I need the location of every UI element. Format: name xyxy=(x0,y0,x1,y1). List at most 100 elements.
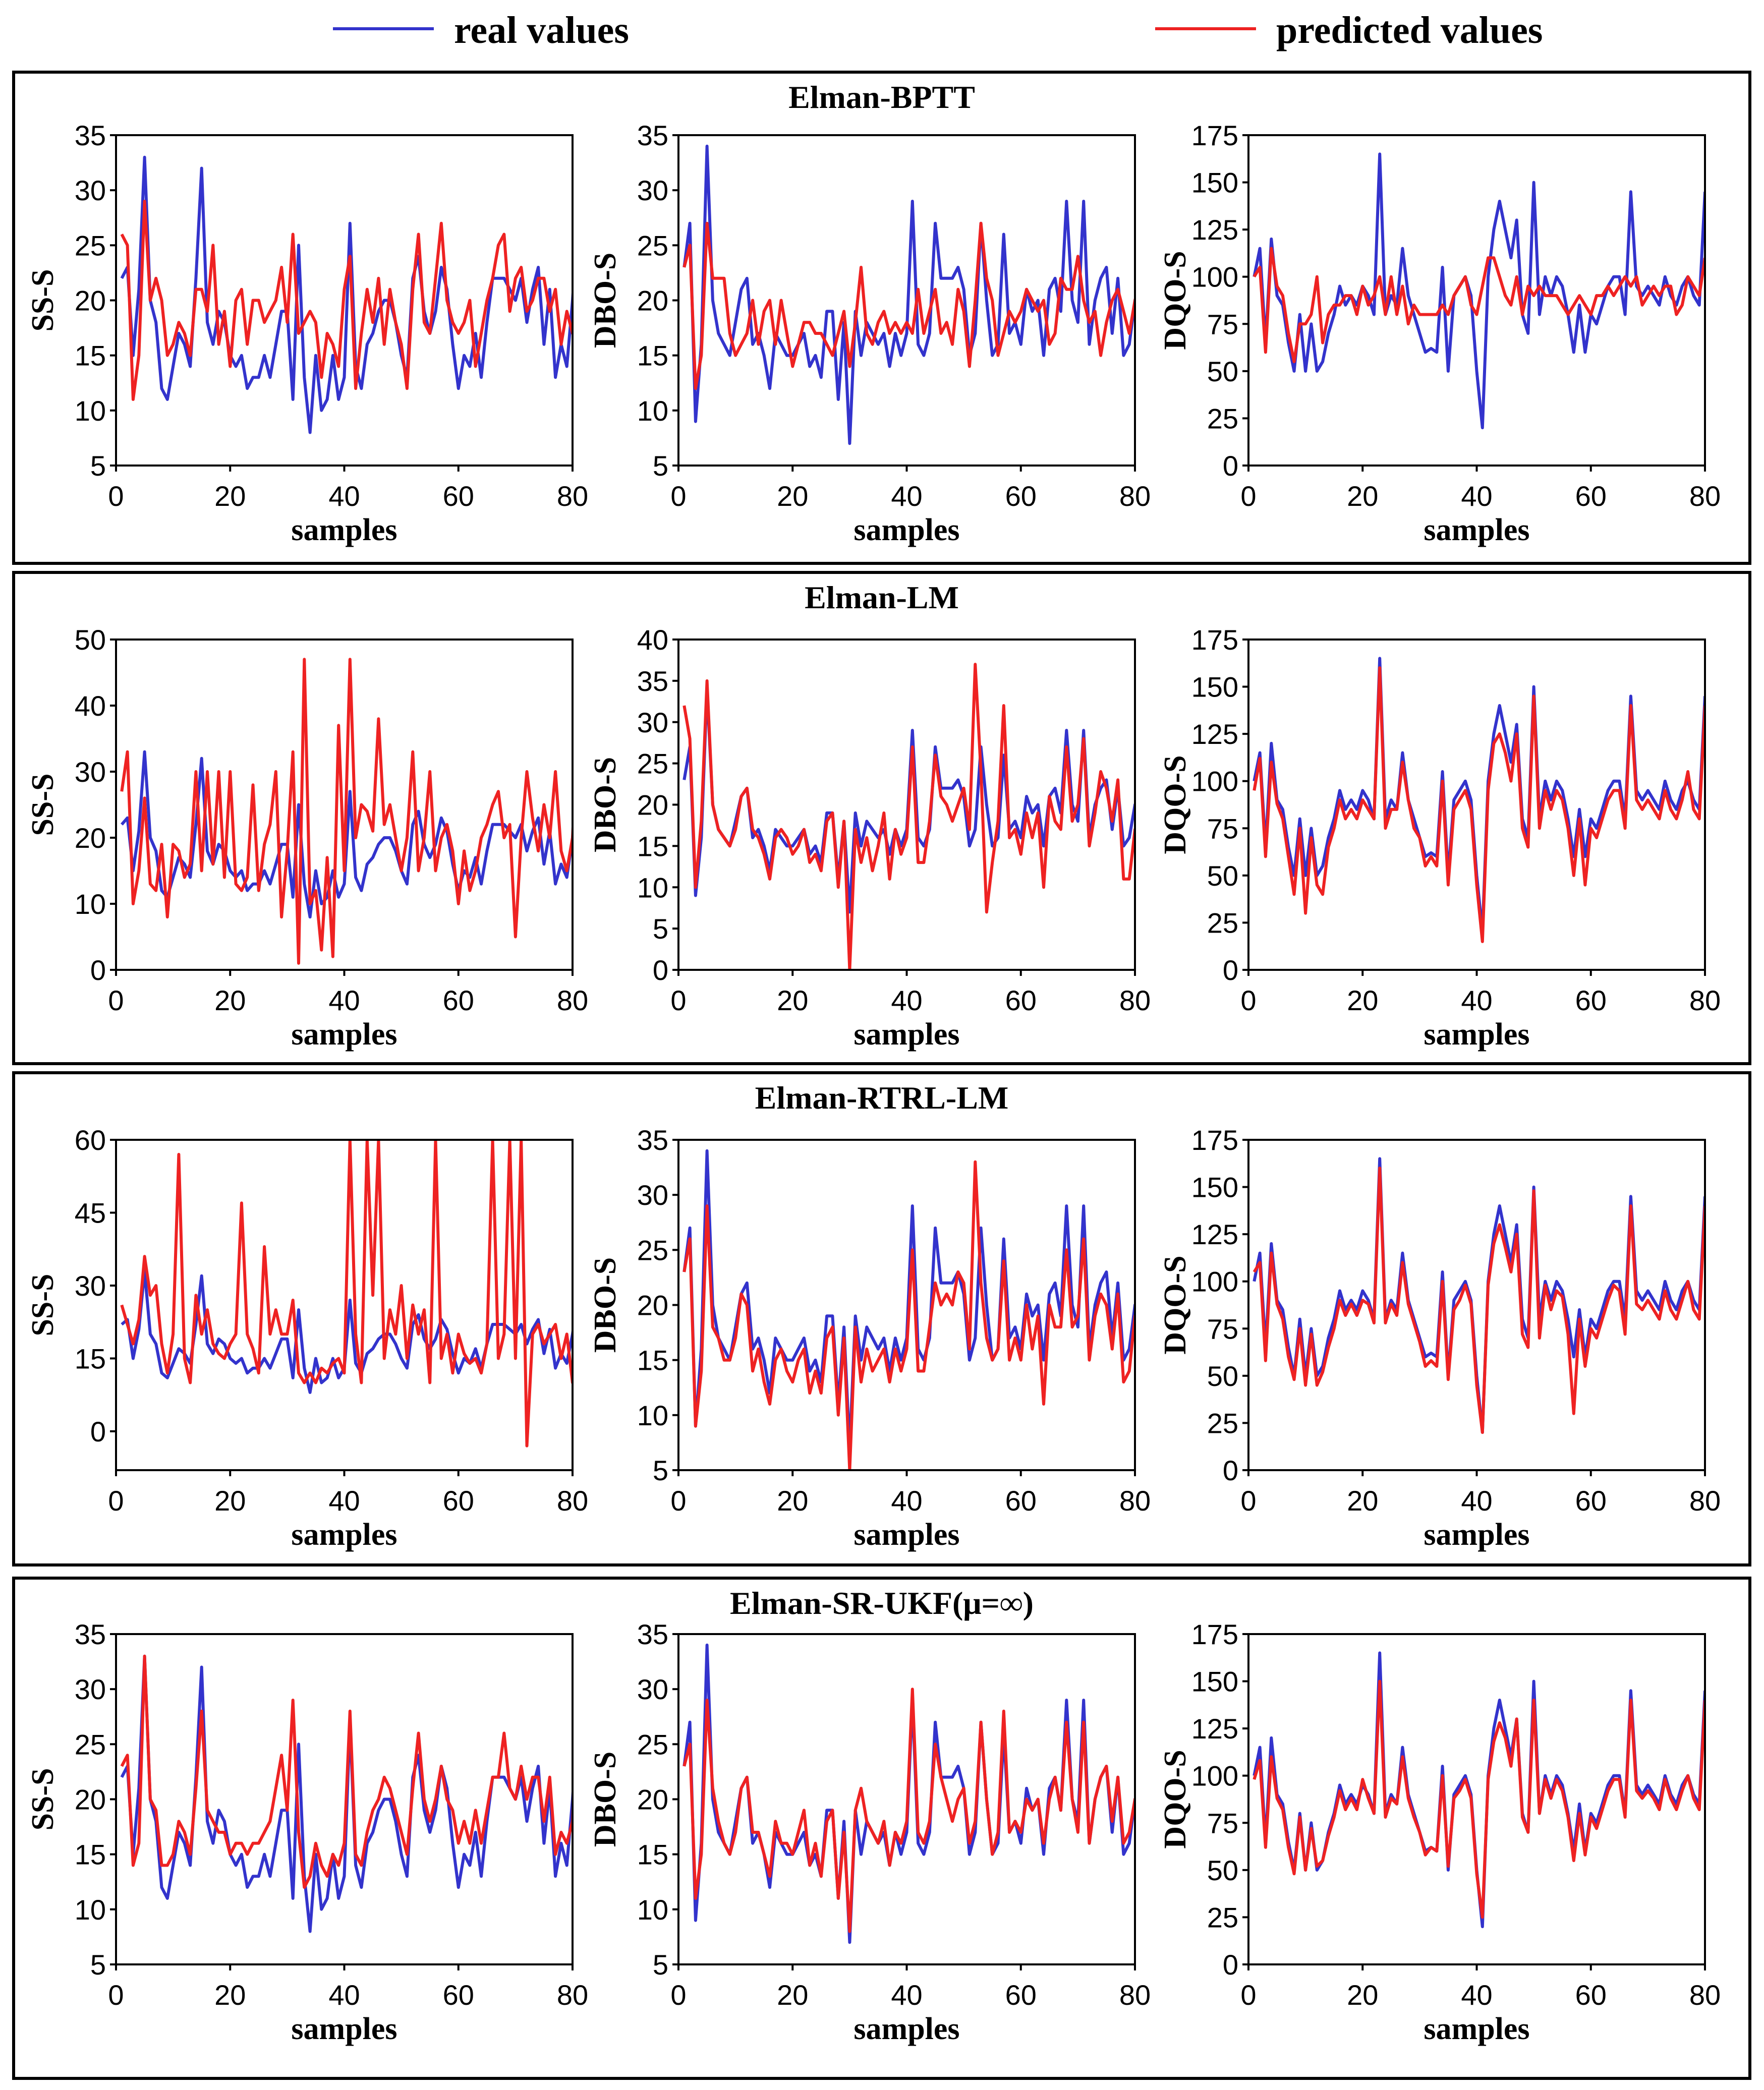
x-tick-label: 40 xyxy=(328,984,360,1016)
x-tick-label: 0 xyxy=(1240,1979,1256,2011)
series-line-predicted-values xyxy=(1253,1167,1705,1434)
x-tick-label: 40 xyxy=(891,1979,922,2011)
y-tick-label: 30 xyxy=(637,1179,668,1211)
y-tick-label: 25 xyxy=(1207,907,1238,939)
y-tick-label: 10 xyxy=(75,395,106,427)
chart-elman-rtrl-lm-dqo-s: 0 25 50 75 100 125 150 175 0 20 40 60 80 samples DQO-S xyxy=(1158,1124,1721,1552)
x-tick-label: 80 xyxy=(1689,1485,1721,1517)
y-tick-label: 10 xyxy=(637,1894,668,1926)
series-line-predicted-values xyxy=(120,1654,573,1889)
panel-elman-rtrl-lm: Elman-RTRL-LM xyxy=(12,1071,1751,1566)
chart-elman-lm-ss-s: 0 10 20 30 40 50 0 20 40 60 80 samples SS-S xyxy=(26,624,588,1052)
y-axis-title: DQO-S xyxy=(1158,1255,1192,1354)
y-tick-label: 35 xyxy=(637,1124,668,1156)
x-tick-label: 0 xyxy=(1240,984,1256,1016)
y-tick-label: 10 xyxy=(637,395,668,427)
y-tick-label: 175 xyxy=(1191,1618,1238,1650)
y-axis-title: DQO-S xyxy=(1158,755,1192,854)
x-axis-title: samples xyxy=(853,1017,959,1052)
y-tick-label: 25 xyxy=(637,1234,668,1266)
y-axis-title: DBO-S xyxy=(588,1257,622,1353)
x-tick-label: 0 xyxy=(108,1979,124,2011)
x-tick-label: 20 xyxy=(777,984,808,1016)
x-tick-label: 20 xyxy=(214,984,246,1016)
y-tick-label: 5 xyxy=(90,450,106,482)
plot-area-frame xyxy=(1247,134,1706,467)
y-tick-label: 20 xyxy=(75,1784,106,1816)
x-axis-title: samples xyxy=(1424,1017,1529,1052)
y-tick-label: 30 xyxy=(637,1673,668,1705)
y-axis-title: DBO-S xyxy=(588,757,622,852)
y-tick-label: 15 xyxy=(75,1343,106,1374)
x-tick-label: 20 xyxy=(777,480,808,512)
x-tick-label: 80 xyxy=(557,480,588,512)
x-axis-title: samples xyxy=(291,1017,397,1052)
x-tick-label: 60 xyxy=(1005,984,1037,1016)
x-tick-label: 20 xyxy=(1347,1979,1378,2011)
y-tick-label: 5 xyxy=(90,1949,106,1981)
x-tick-label: 40 xyxy=(328,1979,360,2011)
x-tick-label: 80 xyxy=(1119,480,1151,512)
y-tick-label: 30 xyxy=(75,175,106,206)
y-tick-label: 0 xyxy=(1223,1455,1238,1486)
panel-title: Elman-LM xyxy=(805,579,959,615)
x-axis-title: samples xyxy=(1424,513,1529,547)
y-axis-title: SS-S xyxy=(26,773,60,836)
y-tick-label: 5 xyxy=(653,1949,668,1981)
y-tick-label: 75 xyxy=(1207,308,1238,340)
x-tick-label: 60 xyxy=(443,1485,474,1517)
series-line-predicted-values xyxy=(682,1688,1135,1933)
x-tick-label: 40 xyxy=(1461,480,1492,512)
x-tick-label: 20 xyxy=(1347,480,1378,512)
y-tick-label: 10 xyxy=(637,1400,668,1431)
x-tick-label: 60 xyxy=(1575,1979,1607,2011)
x-tick-label: 20 xyxy=(777,1485,808,1517)
y-tick-label: 75 xyxy=(1207,812,1238,844)
y-tick-label: 100 xyxy=(1191,1266,1238,1298)
y-tick-label: 50 xyxy=(75,624,106,656)
series-line-predicted-values xyxy=(1253,666,1705,943)
y-tick-label: 5 xyxy=(653,450,668,482)
y-tick-label: 20 xyxy=(637,285,668,317)
x-tick-label: 0 xyxy=(670,1485,686,1517)
chart-elman-rtrl-lm-ss-s: 0 15 30 45 60 0 20 40 60 80 samples SS-S xyxy=(26,1124,588,1552)
y-tick-label: 45 xyxy=(75,1197,106,1229)
y-tick-label: 15 xyxy=(75,340,106,372)
y-tick-label: 0 xyxy=(1223,954,1238,986)
y-tick-label: 25 xyxy=(637,748,668,780)
x-tick-label: 40 xyxy=(891,984,922,1016)
y-tick-label: 25 xyxy=(1207,1901,1238,1933)
y-tick-label: 15 xyxy=(637,1345,668,1376)
y-tick-label: 50 xyxy=(1207,1360,1238,1392)
x-tick-label: 80 xyxy=(1689,1979,1721,2011)
y-tick-label: 75 xyxy=(1207,1807,1238,1839)
y-tick-label: 30 xyxy=(637,175,668,206)
y-tick-label: 25 xyxy=(637,1728,668,1760)
y-tick-label: 0 xyxy=(90,954,106,986)
x-tick-label: 60 xyxy=(443,1979,474,2011)
legend-predicted-swatch xyxy=(1155,27,1256,30)
x-tick-label: 80 xyxy=(1119,1485,1151,1517)
y-tick-label: 175 xyxy=(1191,624,1238,656)
y-tick-label: 10 xyxy=(75,888,106,920)
x-tick-label: 0 xyxy=(108,480,124,512)
x-tick-label: 0 xyxy=(1240,480,1256,512)
series-line-predicted-values xyxy=(682,663,1135,970)
chart-elman-sr-ukf-dbo-s: 5 10 15 20 25 30 35 0 20 40 60 80 samples DBO-S xyxy=(588,1618,1151,2046)
y-axis-title: SS-S xyxy=(26,1768,60,1830)
y-axis-title: DBO-S xyxy=(588,253,622,348)
panel-elman-sr-ukf: Elman-SR-UKF(μ=∞) xyxy=(12,1577,1751,2080)
series-line-real-values xyxy=(682,144,1135,445)
y-tick-label: 150 xyxy=(1191,167,1238,199)
y-tick-label: 20 xyxy=(75,822,106,854)
x-tick-label: 60 xyxy=(443,984,474,1016)
y-tick-label: 125 xyxy=(1191,718,1238,750)
series-line-predicted-values xyxy=(682,1160,1135,1470)
series-line-real-values xyxy=(682,1149,1135,1450)
y-tick-label: 25 xyxy=(1207,402,1238,434)
series-line-predicted-values xyxy=(120,200,573,401)
plot-area-frame xyxy=(115,638,574,971)
y-tick-label: 50 xyxy=(1207,1854,1238,1886)
y-tick-label: 0 xyxy=(90,1416,106,1447)
